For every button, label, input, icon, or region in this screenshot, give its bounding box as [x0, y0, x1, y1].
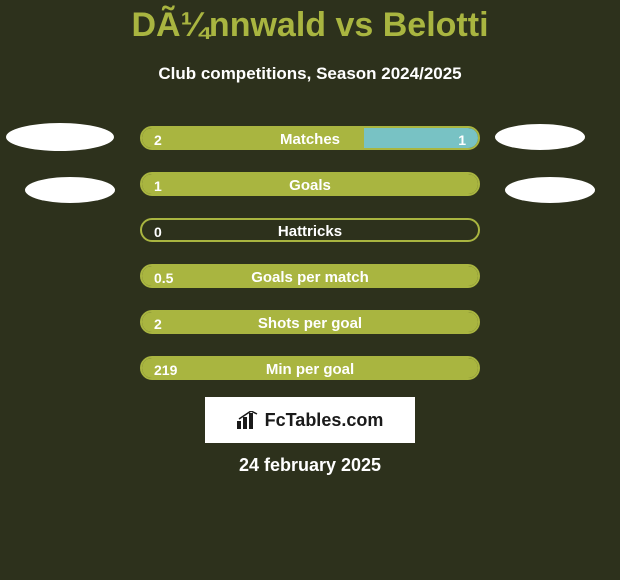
stat-row: 2Shots per goal	[140, 310, 480, 334]
date-text: 24 february 2025	[239, 455, 381, 475]
player-right-shape-2	[505, 177, 595, 203]
stat-row: 2Matches1	[140, 126, 480, 150]
source-badge-text: FcTables.com	[265, 410, 384, 431]
subtitle: Club competitions, Season 2024/2025	[0, 64, 620, 84]
date-label: 24 february 2025	[0, 455, 620, 476]
page-title: DÃ¼nnwald vs Belotti	[0, 6, 620, 45]
stat-row: 219Min per goal	[140, 356, 480, 380]
player-left-shape-1	[6, 123, 114, 151]
subtitle-text: Club competitions, Season 2024/2025	[158, 64, 461, 83]
comparison-card: DÃ¼nnwald vs Belotti Club competitions, …	[0, 0, 620, 580]
stat-row: 1Goals	[140, 172, 480, 196]
stat-label: Goals per match	[142, 266, 478, 290]
stat-row: 0Hattricks	[140, 218, 480, 242]
stat-label: Min per goal	[142, 358, 478, 382]
stat-label: Goals	[142, 174, 478, 198]
player-left-shape-2	[25, 177, 115, 203]
stat-label: Matches	[142, 128, 478, 152]
stat-label: Shots per goal	[142, 312, 478, 336]
stat-label: Hattricks	[142, 220, 478, 244]
stat-row: 0.5Goals per match	[140, 264, 480, 288]
source-badge: FcTables.com	[205, 397, 415, 443]
title-text: DÃ¼nnwald vs Belotti	[131, 6, 488, 44]
chart-icon	[237, 411, 259, 429]
stat-value-right: 1	[458, 128, 466, 152]
player-right-shape-1	[495, 124, 585, 150]
